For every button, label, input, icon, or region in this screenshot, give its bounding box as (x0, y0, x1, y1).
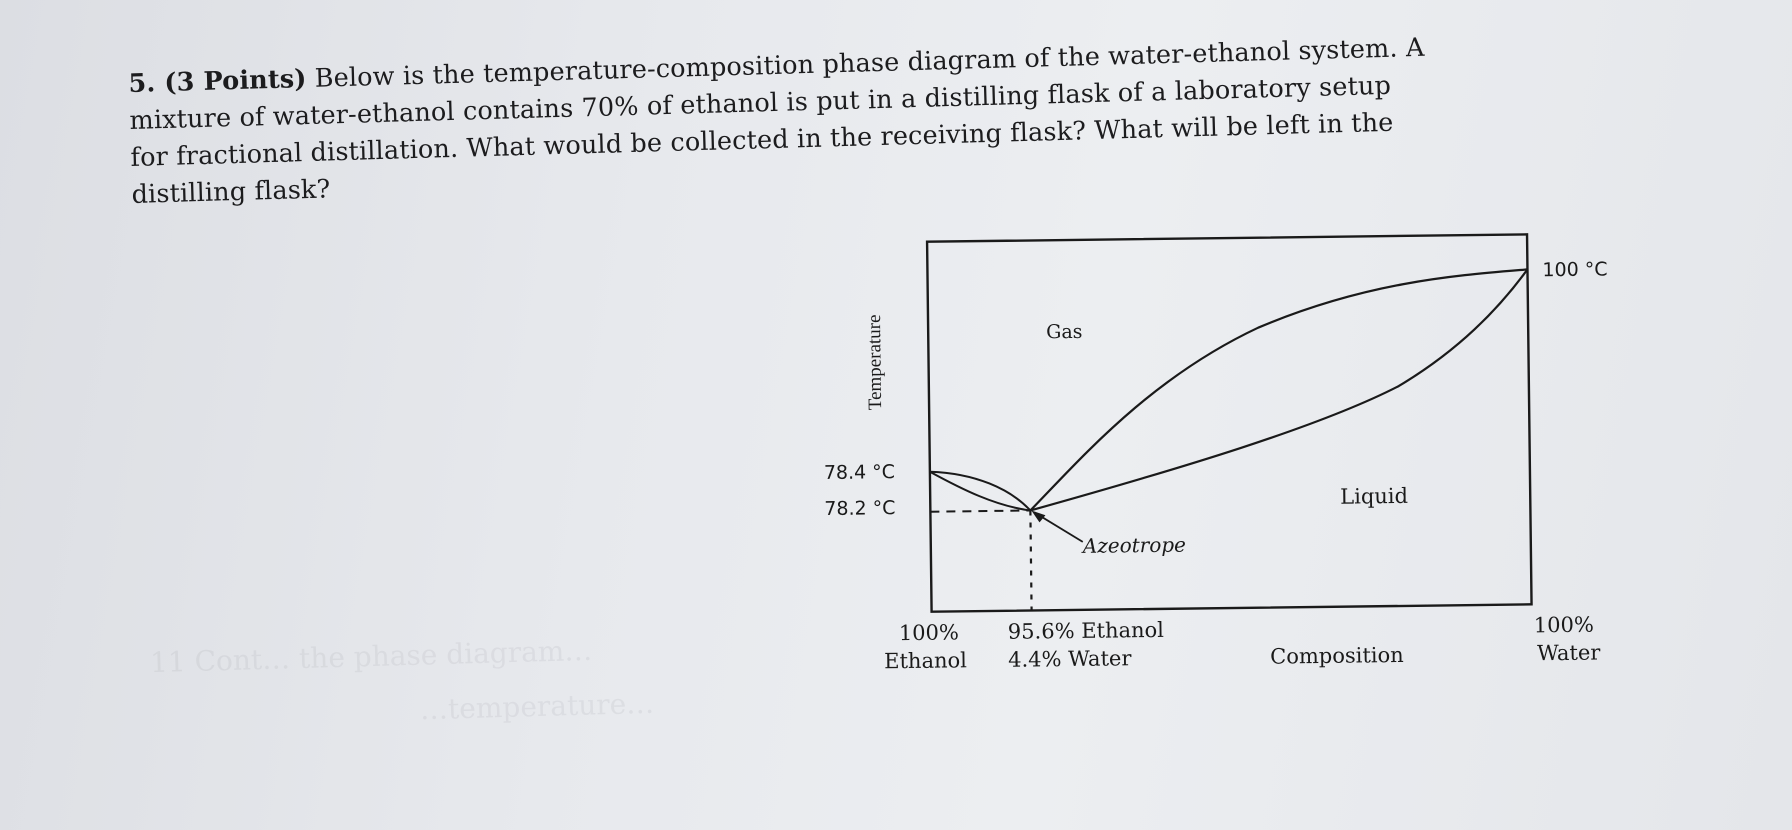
temp-label-azeotrope: 78.2 °C (824, 497, 895, 520)
x-label-left-percent: 100% (899, 620, 959, 645)
azeotrope-temp-dashed-line (930, 509, 1031, 513)
temp-label-ethanol-boiling: 78.4 °C (824, 461, 895, 484)
liquid-boundary-lower (1030, 268, 1529, 512)
ethanol-lower-curve (929, 470, 1031, 512)
region-label-liquid: Liquid (1340, 484, 1408, 509)
azeotrope-pointer-arrowhead (1031, 510, 1046, 523)
x-label-right-name: Water (1537, 641, 1601, 666)
x-label-left-name: Ethanol (884, 648, 967, 673)
ethanol-upper-curve (929, 470, 1032, 512)
azeotrope-composition-dashed-line (1029, 510, 1033, 611)
temp-label-water-boiling: 100 °C (1542, 258, 1607, 281)
x-label-azeotrope-water: 4.4% Water (1008, 646, 1132, 672)
x-label-azeotrope-ethanol: 95.6% Ethanol (1008, 618, 1165, 644)
x-axis-label: Composition (1270, 643, 1404, 669)
x-label-right-percent: 100% (1534, 613, 1594, 638)
azeotrope-label: Azeotrope (1081, 533, 1186, 558)
region-label-gas: Gas (1046, 321, 1083, 343)
diagram-frame (925, 233, 1533, 613)
y-axis-label: Temperature (864, 314, 886, 410)
gas-boundary-upper (1029, 268, 1528, 512)
